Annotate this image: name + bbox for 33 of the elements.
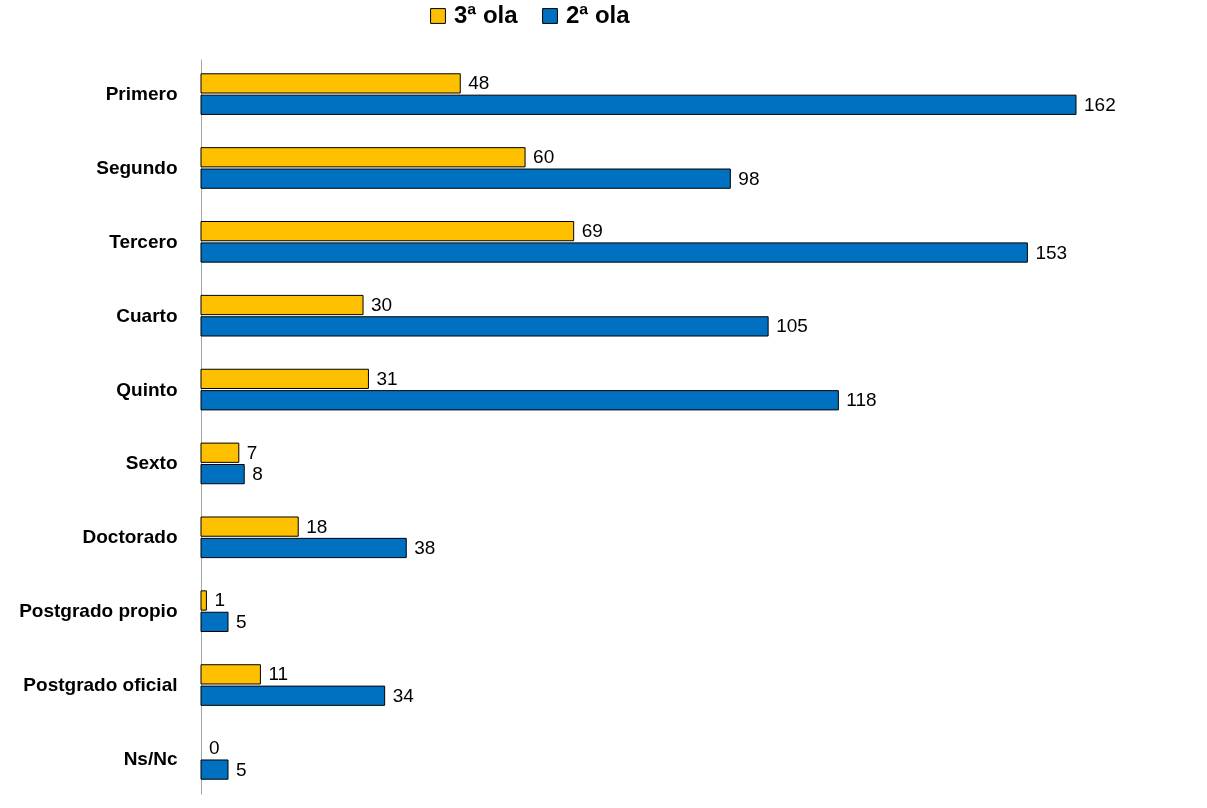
data-label: 11 [268, 663, 289, 685]
data-label: 1 [214, 589, 225, 611]
data-label: 162 [1084, 93, 1116, 115]
y-tick-label: Ns/Nc [123, 747, 178, 769]
y-tick-label: Segundo [96, 156, 178, 178]
data-label: 30 [371, 294, 393, 315]
y-tick-label: Postgrado oficial [23, 674, 178, 696]
y-tick-label: Tercero [109, 230, 178, 252]
y-tick-label: Quinto [116, 378, 178, 400]
data-label: 118 [846, 389, 877, 411]
data-label: 0 [209, 737, 220, 759]
data-label: 7 [246, 441, 258, 463]
data-label: 38 [414, 537, 436, 558]
data-label: 153 [1035, 241, 1068, 263]
data-label: 105 [776, 315, 808, 337]
data-label: 69 [581, 220, 603, 242]
y-tick-label: Primero [105, 83, 178, 105]
data-label: 8 [252, 463, 263, 485]
y-tick-label: Sexto [125, 452, 178, 474]
data-label: 60 [533, 146, 555, 168]
data-label: 18 [306, 515, 328, 537]
y-tick-label: Doctorado [82, 526, 178, 548]
data-label: 31 [376, 367, 398, 389]
data-label: 34 [392, 684, 415, 706]
data-label: 5 [236, 610, 247, 632]
data-label: 48 [468, 72, 490, 94]
data-label: 98 [738, 167, 760, 189]
bar [200, 759, 229, 780]
legend-label: 2ª ola [566, 1, 631, 28]
data-label: 5 [236, 758, 247, 780]
y-tick-label: Postgrado propio [19, 600, 178, 622]
y-tick-label: Cuarto [116, 304, 178, 326]
legend-label: 3ª ola [454, 1, 519, 28]
